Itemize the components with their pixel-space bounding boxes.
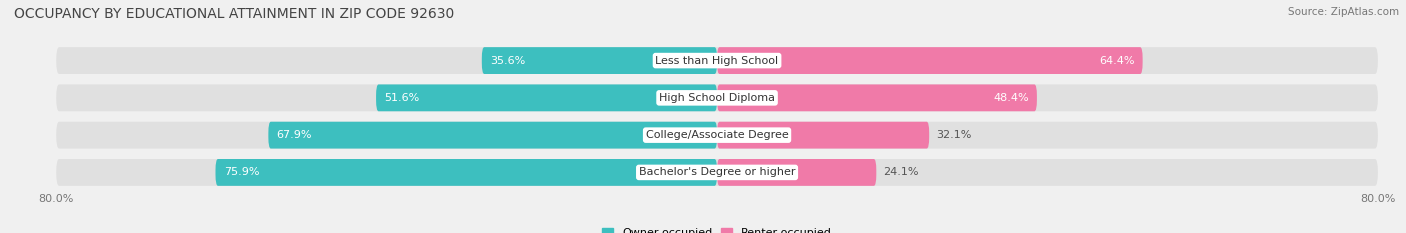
Text: Less than High School: Less than High School <box>655 56 779 65</box>
Text: 64.4%: 64.4% <box>1099 56 1135 65</box>
FancyBboxPatch shape <box>717 84 1036 111</box>
Text: 35.6%: 35.6% <box>491 56 526 65</box>
FancyBboxPatch shape <box>56 84 1378 111</box>
Text: High School Diploma: High School Diploma <box>659 93 775 103</box>
FancyBboxPatch shape <box>717 47 1143 74</box>
FancyBboxPatch shape <box>717 159 876 186</box>
FancyBboxPatch shape <box>269 122 717 149</box>
FancyBboxPatch shape <box>717 122 929 149</box>
FancyBboxPatch shape <box>56 159 1378 186</box>
Text: 75.9%: 75.9% <box>224 168 259 177</box>
Text: Source: ZipAtlas.com: Source: ZipAtlas.com <box>1288 7 1399 17</box>
Legend: Owner-occupied, Renter-occupied: Owner-occupied, Renter-occupied <box>598 223 837 233</box>
FancyBboxPatch shape <box>375 84 717 111</box>
Text: College/Associate Degree: College/Associate Degree <box>645 130 789 140</box>
FancyBboxPatch shape <box>56 122 1378 149</box>
FancyBboxPatch shape <box>215 159 717 186</box>
Text: 24.1%: 24.1% <box>883 168 918 177</box>
Text: 48.4%: 48.4% <box>993 93 1029 103</box>
Text: 32.1%: 32.1% <box>936 130 972 140</box>
Text: OCCUPANCY BY EDUCATIONAL ATTAINMENT IN ZIP CODE 92630: OCCUPANCY BY EDUCATIONAL ATTAINMENT IN Z… <box>14 7 454 21</box>
FancyBboxPatch shape <box>56 47 1378 74</box>
FancyBboxPatch shape <box>482 47 717 74</box>
Text: 51.6%: 51.6% <box>384 93 419 103</box>
Text: 67.9%: 67.9% <box>277 130 312 140</box>
Text: Bachelor's Degree or higher: Bachelor's Degree or higher <box>638 168 796 177</box>
